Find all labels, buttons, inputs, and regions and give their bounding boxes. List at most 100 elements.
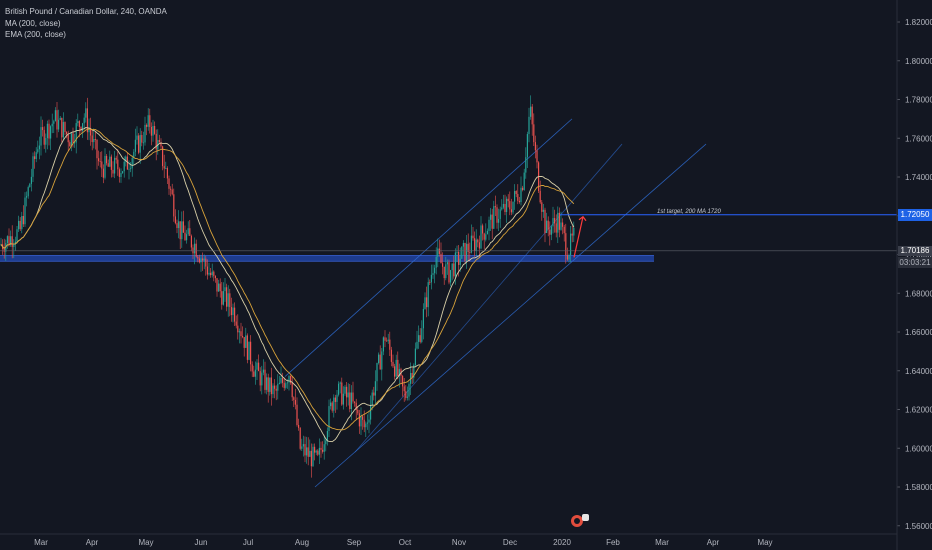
candle-body <box>530 106 532 117</box>
channel-mid-line <box>354 143 623 453</box>
candle-body <box>522 187 524 190</box>
candle-body <box>176 223 178 229</box>
candle-body <box>477 239 479 243</box>
y-tick-label: 1.64000 <box>905 367 932 376</box>
candle-body <box>570 233 572 255</box>
candle-body <box>88 128 90 133</box>
candle-body <box>334 397 336 402</box>
candle-body <box>130 168 132 170</box>
candle-body <box>24 197 26 225</box>
candle-body <box>192 247 194 254</box>
candle-body <box>482 225 484 234</box>
candle-body <box>320 447 322 450</box>
candle-body <box>243 337 245 348</box>
candle-body <box>120 173 122 177</box>
candle-body <box>507 198 509 202</box>
candle-body <box>198 258 200 263</box>
candle-body <box>246 335 248 360</box>
candle-body <box>171 189 173 195</box>
candle-body <box>274 385 276 389</box>
candle-body <box>514 191 516 202</box>
candle-body <box>293 397 295 400</box>
x-tick-label: Apr <box>707 538 720 547</box>
candle-body <box>158 140 160 143</box>
candle-body <box>184 232 186 241</box>
candle-body <box>248 341 250 360</box>
candle-body <box>91 135 93 143</box>
candle-body <box>155 133 157 150</box>
candle-body <box>542 209 544 212</box>
candle-body <box>450 270 452 283</box>
moving-averages <box>0 127 575 443</box>
candle-body <box>258 362 260 372</box>
target-arrow <box>573 215 587 258</box>
candle-body <box>51 123 53 127</box>
candle-body <box>75 123 77 143</box>
candle-body <box>282 378 284 383</box>
candle-body <box>504 203 506 213</box>
candle-body <box>10 236 12 245</box>
x-tick-label: Aug <box>295 538 309 547</box>
candle-body <box>302 444 304 447</box>
candle-body <box>523 172 525 190</box>
candle-body <box>408 383 410 397</box>
candle-body <box>80 126 82 131</box>
candle-body <box>434 267 436 274</box>
candle-body <box>90 128 92 136</box>
candle-body <box>216 278 218 292</box>
candle-body <box>405 391 407 398</box>
candle-body <box>67 134 69 143</box>
candle-body <box>501 207 503 210</box>
candle-body <box>165 168 167 169</box>
candle-body <box>422 308 424 329</box>
candle-body <box>18 220 20 230</box>
candle-body <box>3 249 5 252</box>
x-tick-label: Mar <box>34 538 48 547</box>
candle-body <box>6 236 8 243</box>
candle-body <box>442 263 444 267</box>
candle-body <box>366 422 368 424</box>
candle-body <box>230 307 232 316</box>
candle-body <box>34 156 36 160</box>
candle-body <box>536 150 538 163</box>
candle-body <box>35 152 37 160</box>
candle-body <box>251 364 253 372</box>
candle-body <box>250 341 252 365</box>
candle-body <box>213 271 215 276</box>
candle-body <box>312 446 314 467</box>
candle-body <box>134 139 136 152</box>
candle-body <box>85 108 87 118</box>
candle-body <box>392 361 394 367</box>
candle-body <box>21 215 23 230</box>
candle-body <box>550 226 552 235</box>
candle-body <box>77 121 79 124</box>
candle-body <box>398 369 400 377</box>
candle-body <box>539 190 541 203</box>
candle-body <box>373 392 375 396</box>
bar-countdown-tag: 03:03:21 <box>898 256 932 268</box>
candle-body <box>11 236 13 248</box>
candle-body <box>179 221 181 240</box>
candle-body <box>122 171 124 174</box>
candle-body <box>270 377 272 395</box>
ma-legend: MA (200, close) <box>5 18 61 28</box>
candle-body <box>232 307 234 316</box>
candle-body <box>189 228 191 236</box>
candle-body <box>528 116 530 135</box>
candle-body <box>488 219 490 231</box>
tradingview-logo-icon[interactable] <box>568 513 590 528</box>
candle-body <box>48 123 50 139</box>
candle-body <box>86 108 88 133</box>
candle-body <box>59 117 61 120</box>
candle-body <box>498 218 500 223</box>
candle-body <box>512 201 514 213</box>
candle-body <box>571 233 573 236</box>
candle-body <box>210 272 212 276</box>
candle-body <box>224 287 226 292</box>
candle-body <box>144 124 146 143</box>
candle-body <box>387 339 389 342</box>
candle-body <box>19 220 21 230</box>
candle-body <box>146 124 148 127</box>
candle-body <box>99 161 101 162</box>
